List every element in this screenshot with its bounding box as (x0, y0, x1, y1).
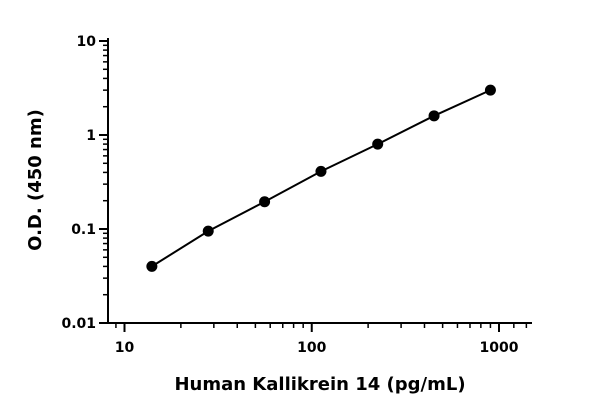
y-tick-label: 1 (86, 128, 96, 144)
data-point (484, 84, 496, 96)
data-point (428, 110, 440, 122)
plot-area (146, 84, 496, 272)
x-tick-label: 100 (297, 340, 326, 356)
y-tick-label: 0.01 (61, 316, 96, 332)
data-point (315, 165, 327, 177)
y-axis-title: O.D. (450 nm) (25, 109, 46, 251)
y-tick-label: 10 (77, 34, 97, 50)
y-tick-label: 0.1 (71, 222, 96, 238)
data-point (202, 225, 214, 237)
x-axis-title: Human Kallikrein 14 (pg/mL) (174, 374, 465, 395)
tick-labels: 0.01 0.1 1 10 10 100 1000 (61, 34, 518, 356)
x-tick-label: 10 (115, 340, 135, 356)
x-tick-label: 1000 (480, 340, 519, 356)
series-line (151, 89, 491, 268)
data-point (259, 196, 271, 208)
data-point (372, 138, 384, 150)
data-point (146, 260, 158, 272)
axis-ticks (99, 40, 528, 332)
